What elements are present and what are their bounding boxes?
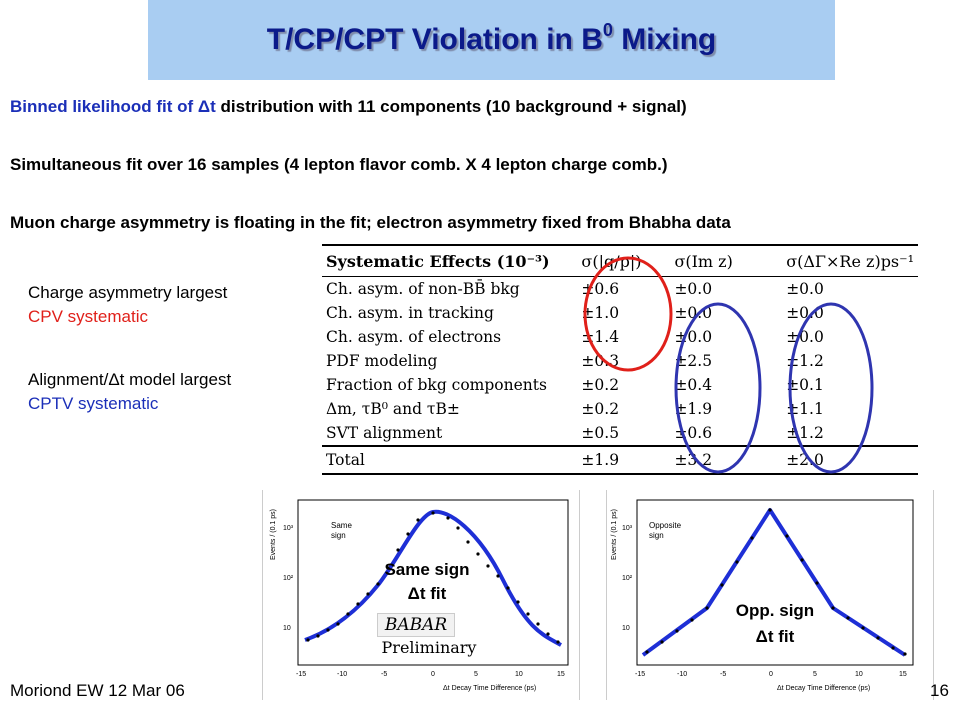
x-tick: -10 bbox=[337, 671, 347, 678]
x-tick: 15 bbox=[557, 671, 565, 678]
x-tick: 0 bbox=[431, 671, 435, 678]
cell-imz: ±0.4 bbox=[674, 376, 713, 394]
row-label: Ch. asym. of non-BB̄ bkg bbox=[326, 280, 520, 298]
row-label: Δm, τB⁰ and τB± bbox=[326, 400, 460, 418]
cell-rez: ±1.1 bbox=[786, 400, 824, 418]
title-banner: T/CP/CPT Violation in B0 Mixing bbox=[148, 0, 835, 80]
babar-logo: BABAR bbox=[377, 613, 455, 637]
x-axis-label: Δt Decay Time Difference (ps) bbox=[443, 685, 536, 692]
bullet-simultaneous-fit: Simultaneous fit over 16 samples (4 lept… bbox=[10, 155, 668, 174]
opposite-sign-data-points bbox=[645, 508, 907, 656]
x-tick: -10 bbox=[677, 671, 687, 678]
red-highlight-circle bbox=[583, 256, 673, 372]
plot-opposite-sign-canvas: -15 -10 -5 0 5 10 15 Δt Decay Time Diffe… bbox=[611, 499, 914, 692]
y-tick: 10³ bbox=[622, 525, 633, 532]
x-axis-label: Δt Decay Time Difference (ps) bbox=[777, 685, 870, 692]
cell-rez: ±0.0 bbox=[786, 304, 824, 322]
blue-highlight-circle-rez bbox=[788, 302, 874, 474]
y-tick: 10³ bbox=[283, 525, 294, 532]
row-label: SVT alignment bbox=[326, 424, 443, 442]
legend-line2: sign bbox=[331, 531, 346, 540]
table-total-row: Total ±1.9 ±3.2 ±2.0 bbox=[322, 445, 918, 475]
x-tick: -5 bbox=[720, 671, 726, 678]
x-tick: 15 bbox=[899, 671, 907, 678]
cell-imz: ±0.0 bbox=[674, 280, 713, 298]
note-charge-asymmetry: Charge asymmetry largest bbox=[28, 283, 228, 302]
x-tick: -5 bbox=[381, 671, 387, 678]
blue-highlight-circle-imz bbox=[674, 302, 762, 474]
y-tick: 10 bbox=[622, 625, 630, 632]
header-sigma-imz: σ(Im z) bbox=[670, 244, 783, 277]
label-same-sign-fit: Same sign Δt fit bbox=[384, 560, 470, 603]
note-cpv-systematic: CPV systematic bbox=[28, 307, 148, 326]
cell-imz: ±1.9 bbox=[674, 400, 713, 418]
cell-rez: ±0.1 bbox=[786, 376, 824, 394]
footer-conference: Moriond EW 12 Mar 06 bbox=[10, 681, 185, 700]
highlight-circles bbox=[583, 256, 874, 474]
systematics-table: Systematic Effects (10⁻³) σ(|q/p|) σ(Im … bbox=[322, 244, 920, 482]
x-tick: -15 bbox=[296, 671, 306, 678]
header-sigma-rez: σ(ΔΓ×Re z)ps⁻¹ bbox=[782, 244, 918, 277]
bullet-muon-asymmetry: Muon charge asymmetry is floating in the… bbox=[10, 213, 731, 232]
x-tick: -15 bbox=[635, 671, 645, 678]
y-tick: 10² bbox=[283, 575, 294, 582]
page-number: 16 bbox=[930, 681, 949, 700]
label-opp-sign-fit: Opp. sign Δt fit bbox=[735, 601, 815, 646]
legend-line1: Opposite bbox=[649, 521, 682, 530]
cell-rez: ±0.0 bbox=[786, 280, 824, 298]
table-row: Fraction of bkg components ±0.2 ±0.4 ±0.1 bbox=[322, 373, 918, 397]
row-label: Fraction of bkg components bbox=[326, 376, 547, 394]
bullet-binned-fit: Binned likelihood fit of Δt distribution… bbox=[10, 97, 687, 116]
x-tick: 5 bbox=[813, 671, 817, 678]
preliminary-label: Preliminary bbox=[381, 638, 477, 657]
table-row: Δm, τB⁰ and τB± ±0.2 ±1.9 ±1.1 bbox=[322, 397, 918, 421]
cell-qp: ±0.2 bbox=[581, 400, 620, 418]
plot-opposite-sign: -15 -10 -5 0 5 10 15 Δt Decay Time Diffe… bbox=[606, 490, 934, 700]
plot-same-sign: -15 -10 -5 0 5 10 15 Δt Decay Time Diffe… bbox=[262, 490, 580, 700]
x-tick: 5 bbox=[474, 671, 478, 678]
plot-same-sign-canvas: -15 -10 -5 0 5 10 15 Δt Decay Time Diffe… bbox=[270, 499, 569, 692]
cell-qp: ±1.0 bbox=[581, 304, 620, 322]
header-systematic-effects: Systematic Effects (10⁻³) bbox=[322, 244, 578, 277]
x-tick: 0 bbox=[769, 671, 773, 678]
same-sign-data-points bbox=[306, 511, 560, 644]
y-tick: 10 bbox=[283, 625, 291, 632]
y-tick: 10² bbox=[622, 575, 633, 582]
slide-title: T/CP/CPT Violation in B0 Mixing bbox=[266, 20, 717, 56]
cell-rez: ±1.2 bbox=[786, 352, 824, 370]
x-tick: 10 bbox=[855, 671, 863, 678]
y-axis-label: Events / (0.1 ps) bbox=[270, 509, 277, 560]
row-label: Ch. asym. of electrons bbox=[326, 328, 502, 346]
cell-qp: ±0.5 bbox=[581, 424, 620, 442]
table-header-row: Systematic Effects (10⁻³) σ(|q/p|) σ(Im … bbox=[322, 244, 918, 277]
total-label: Total bbox=[322, 445, 578, 475]
table-row: Ch. asym. in tracking ±1.0 ±0.0 ±0.0 bbox=[322, 301, 918, 325]
y-axis-label: Events / (0.1 ps) bbox=[611, 509, 618, 560]
cell-qp: ±0.2 bbox=[581, 376, 620, 394]
legend-line2: sign bbox=[649, 531, 664, 540]
row-label: Ch. asym. in tracking bbox=[326, 304, 494, 322]
legend-line1: Same bbox=[331, 521, 352, 530]
x-tick: 10 bbox=[515, 671, 523, 678]
cell-imz: ±2.5 bbox=[674, 352, 713, 370]
note-cptv-systematic: CPTV systematic bbox=[28, 394, 159, 413]
total-qp: ±1.9 bbox=[577, 445, 671, 475]
note-alignment: Alignment/Δt model largest bbox=[28, 370, 232, 389]
table-row: Ch. asym. of non-BB̄ bkg ±0.6 ±0.0 ±0.0 bbox=[322, 277, 918, 302]
row-label: PDF modeling bbox=[326, 352, 438, 370]
